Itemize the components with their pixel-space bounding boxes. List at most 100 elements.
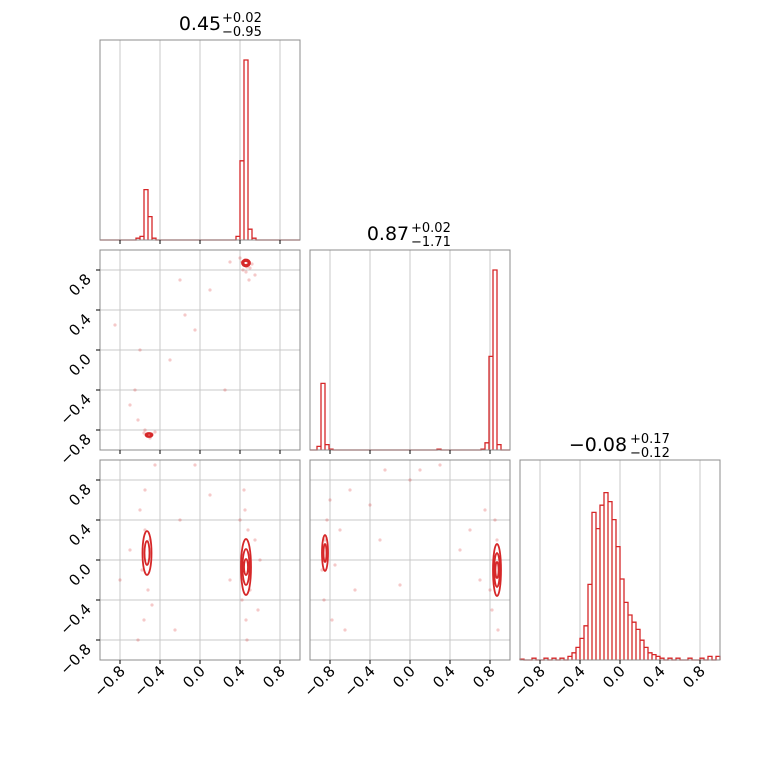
scatter-point xyxy=(353,588,357,592)
scatter-point xyxy=(208,288,212,292)
scatter-point xyxy=(223,388,227,392)
scatter-point xyxy=(178,278,182,282)
y-tick-label: −0.8 xyxy=(56,430,94,468)
y-tick-label: 0.0 xyxy=(65,560,95,590)
y-tick-label: 0.0 xyxy=(65,350,95,380)
scatter-point xyxy=(240,598,244,602)
histogram-bin xyxy=(652,655,656,660)
histogram-bin xyxy=(580,638,584,660)
scatter-point xyxy=(247,278,251,282)
scatter-point xyxy=(398,583,402,587)
scatter-point xyxy=(138,508,142,512)
scatter-point xyxy=(142,618,146,622)
scatter-point xyxy=(142,431,146,435)
y-tick-label: −0.8 xyxy=(56,640,94,678)
y-tick-label: 0.4 xyxy=(65,310,95,340)
scatter-point xyxy=(193,463,197,467)
scatter-point xyxy=(140,568,144,572)
histogram-bin xyxy=(244,60,248,240)
scatter-point xyxy=(242,488,246,492)
histogram-bin xyxy=(604,493,608,660)
scatter-point xyxy=(143,488,147,492)
scatter-point xyxy=(238,256,242,260)
density-contour xyxy=(492,543,502,597)
scatter-point xyxy=(153,430,157,434)
histogram-bin xyxy=(497,445,501,450)
histogram-panel-0 xyxy=(99,39,301,244)
scatter-point xyxy=(325,518,329,522)
title-0-value: 0.45 xyxy=(179,13,221,35)
histogram-bin xyxy=(485,443,489,450)
density-contour xyxy=(143,540,151,566)
histogram-bin xyxy=(716,656,720,660)
density-contour xyxy=(240,538,252,596)
scatter-point xyxy=(173,628,177,632)
scatter-point xyxy=(133,388,137,392)
scatter-point xyxy=(136,638,140,642)
density-contour xyxy=(494,561,500,579)
scatter-point xyxy=(128,403,132,407)
title-1-minus: −1.71 xyxy=(411,235,451,250)
histogram-panel-1 xyxy=(309,249,511,454)
histogram-bin xyxy=(240,161,244,240)
x-tick-label: 0.0 xyxy=(179,662,209,692)
scatter-point xyxy=(343,628,347,632)
scatter-point xyxy=(244,618,248,622)
scatter-point xyxy=(246,528,250,532)
histogram-bin xyxy=(636,629,640,660)
histogram-bin xyxy=(648,653,652,660)
scatter-point xyxy=(208,493,212,497)
scatter-point xyxy=(490,608,494,612)
scatter-point xyxy=(245,638,249,642)
x-tick-label: 0.0 xyxy=(389,662,419,692)
x-tick-label: −0.4 xyxy=(550,662,588,700)
histogram-bin xyxy=(620,579,624,660)
scatter-point xyxy=(328,498,332,502)
x-tick-label: 0.8 xyxy=(259,662,289,692)
scatter-point xyxy=(493,518,497,522)
density-contour xyxy=(146,432,152,438)
scatter-point xyxy=(322,598,326,602)
title-0-plus: +0.02 xyxy=(222,11,262,26)
histogram-bin xyxy=(588,584,592,660)
scatter-point xyxy=(150,603,154,607)
scatter-point xyxy=(253,273,257,277)
y-tick-label: 0.4 xyxy=(65,520,95,550)
scatter-point xyxy=(338,528,342,532)
scatter-point xyxy=(118,578,122,582)
scatter-point xyxy=(383,468,387,472)
panels-layer: −0.8 −0.4 0.0 0.4 0.8−0.8−0.40.00.40.8−0.8 −0… xyxy=(56,39,721,701)
histogram-bin xyxy=(644,647,648,660)
scatter-point xyxy=(244,270,248,274)
x-tick-label: 0.8 xyxy=(679,662,709,692)
histogram-bin xyxy=(144,190,148,240)
y-tick-label: −0.4 xyxy=(56,390,94,428)
title-param-1: 0.87 xyxy=(367,223,409,245)
scatter-point xyxy=(438,463,442,467)
x-tick-label: −0.8 xyxy=(90,662,128,700)
histogram-bin xyxy=(640,640,644,660)
scatter-point xyxy=(330,618,334,622)
scatter-point xyxy=(243,508,247,512)
histogram-bin xyxy=(656,656,660,660)
histogram-bin xyxy=(624,602,628,660)
scatter-point xyxy=(241,268,245,272)
title-0-minus: −0.95 xyxy=(222,25,262,40)
scatter-point xyxy=(253,538,257,542)
histogram-bin xyxy=(248,229,252,240)
histogram-bin xyxy=(148,217,152,240)
scatter-point xyxy=(323,538,327,542)
title-2-plus: +0.17 xyxy=(630,432,670,447)
scatter-point xyxy=(348,488,352,492)
x-tick-label: 0.4 xyxy=(429,662,459,692)
x-tick-label: 0.0 xyxy=(599,662,629,692)
title-2-minus: −0.12 xyxy=(630,446,670,461)
scatter-point xyxy=(378,538,382,542)
scatter-point xyxy=(468,528,472,532)
y-tick-label: −0.4 xyxy=(56,600,94,638)
histogram-bin xyxy=(616,547,620,660)
scatter-point xyxy=(418,468,422,472)
x-tick-label: 0.4 xyxy=(219,662,249,692)
scatter-point xyxy=(138,348,142,352)
